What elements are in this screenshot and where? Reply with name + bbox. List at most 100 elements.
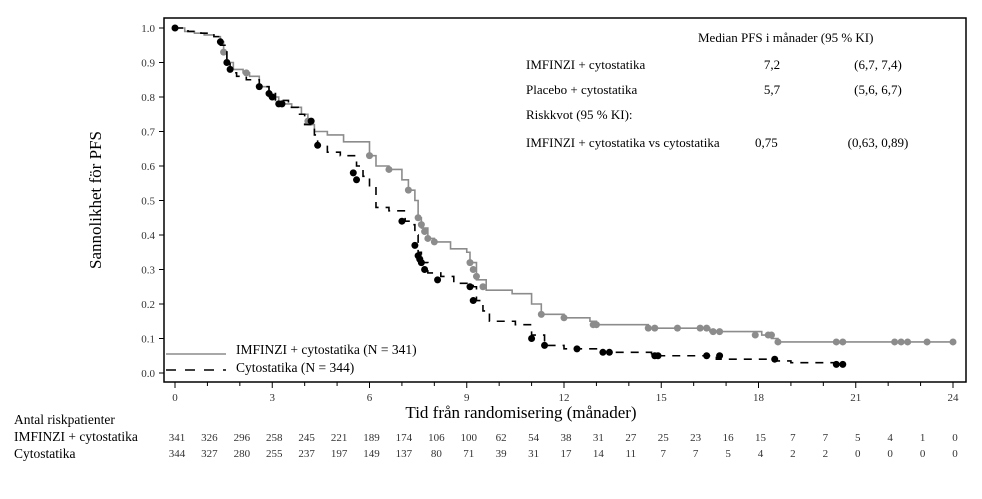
y-tick-label: 0.7 bbox=[141, 127, 155, 139]
annotation-ci: (5,6, 6,7) bbox=[854, 82, 902, 97]
x-tick-label: 6 bbox=[367, 392, 373, 404]
annotation-value: 7,2 bbox=[764, 57, 780, 72]
y-tick-label: 1.0 bbox=[141, 23, 155, 35]
censor-mark-imfinzi bbox=[424, 234, 432, 242]
risk-value-cytostatika: 237 bbox=[298, 448, 315, 460]
risk-value-imfinzi: 7 bbox=[790, 432, 796, 444]
annotation-label: Riskkvot (95 % KI): bbox=[526, 107, 633, 122]
risk-value-imfinzi: 0 bbox=[952, 432, 958, 444]
risk-value-imfinzi: 174 bbox=[396, 432, 413, 444]
y-tick-label: 0.9 bbox=[141, 58, 155, 70]
x-tick-label: 18 bbox=[753, 392, 765, 404]
censor-mark-imfinzi bbox=[774, 338, 782, 346]
censor-mark-imfinzi bbox=[414, 214, 422, 222]
risk-value-cytostatika: 0 bbox=[920, 448, 926, 460]
annotation-value: 5,7 bbox=[764, 82, 781, 97]
risk-value-cytostatika: 149 bbox=[363, 448, 380, 460]
censor-mark-cytostatika bbox=[314, 141, 322, 149]
y-tick-label: 0.6 bbox=[141, 161, 155, 173]
y-tick-label: 0.2 bbox=[141, 299, 155, 311]
risk-value-cytostatika: 2 bbox=[823, 448, 829, 460]
censor-mark-imfinzi bbox=[385, 165, 393, 173]
censor-mark-imfinzi bbox=[751, 331, 759, 339]
censor-mark-imfinzi bbox=[404, 186, 412, 194]
risk-value-cytostatika: 0 bbox=[952, 448, 958, 460]
censor-mark-cytostatika bbox=[528, 335, 536, 342]
censor-mark-cytostatika bbox=[573, 345, 581, 353]
risk-value-cytostatika: 327 bbox=[201, 448, 218, 460]
x-tick-label: 12 bbox=[559, 392, 570, 404]
risk-value-imfinzi: 16 bbox=[723, 432, 735, 444]
annotation-ci: (6,7, 7,4) bbox=[854, 57, 902, 72]
censor-mark-imfinzi bbox=[904, 338, 912, 346]
censor-mark-imfinzi bbox=[923, 338, 931, 346]
series-layer bbox=[171, 24, 957, 368]
annotation-label: IMFINZI + cytostatika bbox=[526, 57, 645, 72]
censor-mark-imfinzi bbox=[716, 328, 724, 336]
y-axis: 0.0 0.1 0.2 0.3 0.4 0.5 0.6 0.7 0.8 0.9 1.0 bbox=[141, 23, 164, 380]
censor-mark-cytostatika bbox=[255, 83, 263, 91]
censor-mark-imfinzi bbox=[891, 338, 899, 346]
risk-value-imfinzi: 25 bbox=[658, 432, 670, 444]
censor-mark-cytostatika bbox=[398, 217, 406, 225]
x-axis: 0 3 6 9 12 15 18 21 24 bbox=[172, 382, 959, 404]
risk-value-imfinzi: 326 bbox=[201, 432, 218, 444]
risk-value-imfinzi: 189 bbox=[363, 432, 380, 444]
censor-mark-imfinzi bbox=[592, 321, 600, 329]
censor-mark-cytostatika bbox=[541, 341, 549, 349]
censor-mark-cytostatika bbox=[839, 360, 847, 368]
censor-mark-imfinzi bbox=[696, 324, 704, 332]
y-tick-label: 0.4 bbox=[141, 230, 155, 242]
risk-value-cytostatika: 5 bbox=[725, 448, 731, 460]
risk-value-cytostatika: 14 bbox=[593, 448, 605, 460]
y-axis-title: Sannolikhet för PFS bbox=[86, 131, 105, 269]
censor-mark-cytostatika bbox=[307, 117, 315, 125]
censor-mark-cytostatika bbox=[434, 276, 442, 284]
risk-value-imfinzi: 31 bbox=[593, 432, 604, 444]
annotation-ci: (0,63, 0,89) bbox=[848, 135, 909, 150]
risk-value-cytostatika: 80 bbox=[431, 448, 443, 460]
censor-mark-imfinzi bbox=[417, 221, 425, 229]
censor-mark-imfinzi bbox=[421, 228, 429, 236]
censor-mark-imfinzi bbox=[472, 272, 480, 280]
risk-table: Antal riskpatienter IMFINZI + cytostatik… bbox=[14, 412, 958, 461]
risk-value-imfinzi: 341 bbox=[169, 432, 186, 444]
risk-value-cytostatika: 197 bbox=[331, 448, 348, 460]
y-tick-label: 0.5 bbox=[141, 196, 155, 208]
censor-mark-imfinzi bbox=[673, 324, 681, 332]
censor-mark-cytostatika bbox=[605, 348, 613, 356]
censor-mark-cytostatika bbox=[171, 24, 179, 32]
risk-values: 341 326 296 258 245 221 189 174 106 100 62 54 38 31 27… bbox=[169, 432, 959, 460]
risk-value-cytostatika: 137 bbox=[396, 448, 413, 460]
x-tick-label: 21 bbox=[850, 392, 861, 404]
risk-value-cytostatika: 4 bbox=[758, 448, 764, 460]
censor-mark-cytostatika bbox=[411, 241, 419, 249]
censor-mark-imfinzi bbox=[537, 310, 545, 318]
risk-value-cytostatika: 0 bbox=[855, 448, 861, 460]
risk-value-cytostatika: 17 bbox=[561, 448, 573, 460]
risk-value-cytostatika: 7 bbox=[693, 448, 699, 460]
censor-mark-cytostatika bbox=[654, 352, 662, 360]
risk-value-imfinzi: 7 bbox=[823, 432, 829, 444]
censor-mark-cytostatika bbox=[469, 297, 477, 305]
risk-value-imfinzi: 54 bbox=[528, 432, 540, 444]
risk-value-cytostatika: 255 bbox=[266, 448, 283, 460]
censor-mark-imfinzi bbox=[466, 259, 474, 267]
x-tick-label: 24 bbox=[948, 392, 960, 404]
risk-value-cytostatika: 31 bbox=[528, 448, 539, 460]
risk-row-label-imfinzi: IMFINZI + cytostatika bbox=[14, 429, 138, 444]
legend-label-imfinzi: IMFINZI + cytostatika (N = 341) bbox=[236, 342, 417, 357]
risk-value-imfinzi: 296 bbox=[234, 432, 251, 444]
censor-mark-imfinzi bbox=[832, 338, 840, 346]
censor-mark-cytostatika bbox=[223, 59, 231, 66]
km-curve-cytostatika bbox=[175, 27, 844, 365]
annotation-label: Placebo + cytostatika bbox=[526, 82, 638, 97]
censor-mark-imfinzi bbox=[651, 324, 659, 332]
risk-value-imfinzi: 62 bbox=[496, 432, 507, 444]
censor-mark-cytostatika bbox=[216, 38, 224, 46]
risk-value-imfinzi: 245 bbox=[298, 432, 315, 444]
risk-value-cytostatika: 280 bbox=[234, 448, 251, 460]
risk-row-label-cytostatika: Cytostatika bbox=[14, 446, 76, 461]
censor-mark-cytostatika bbox=[421, 266, 429, 273]
